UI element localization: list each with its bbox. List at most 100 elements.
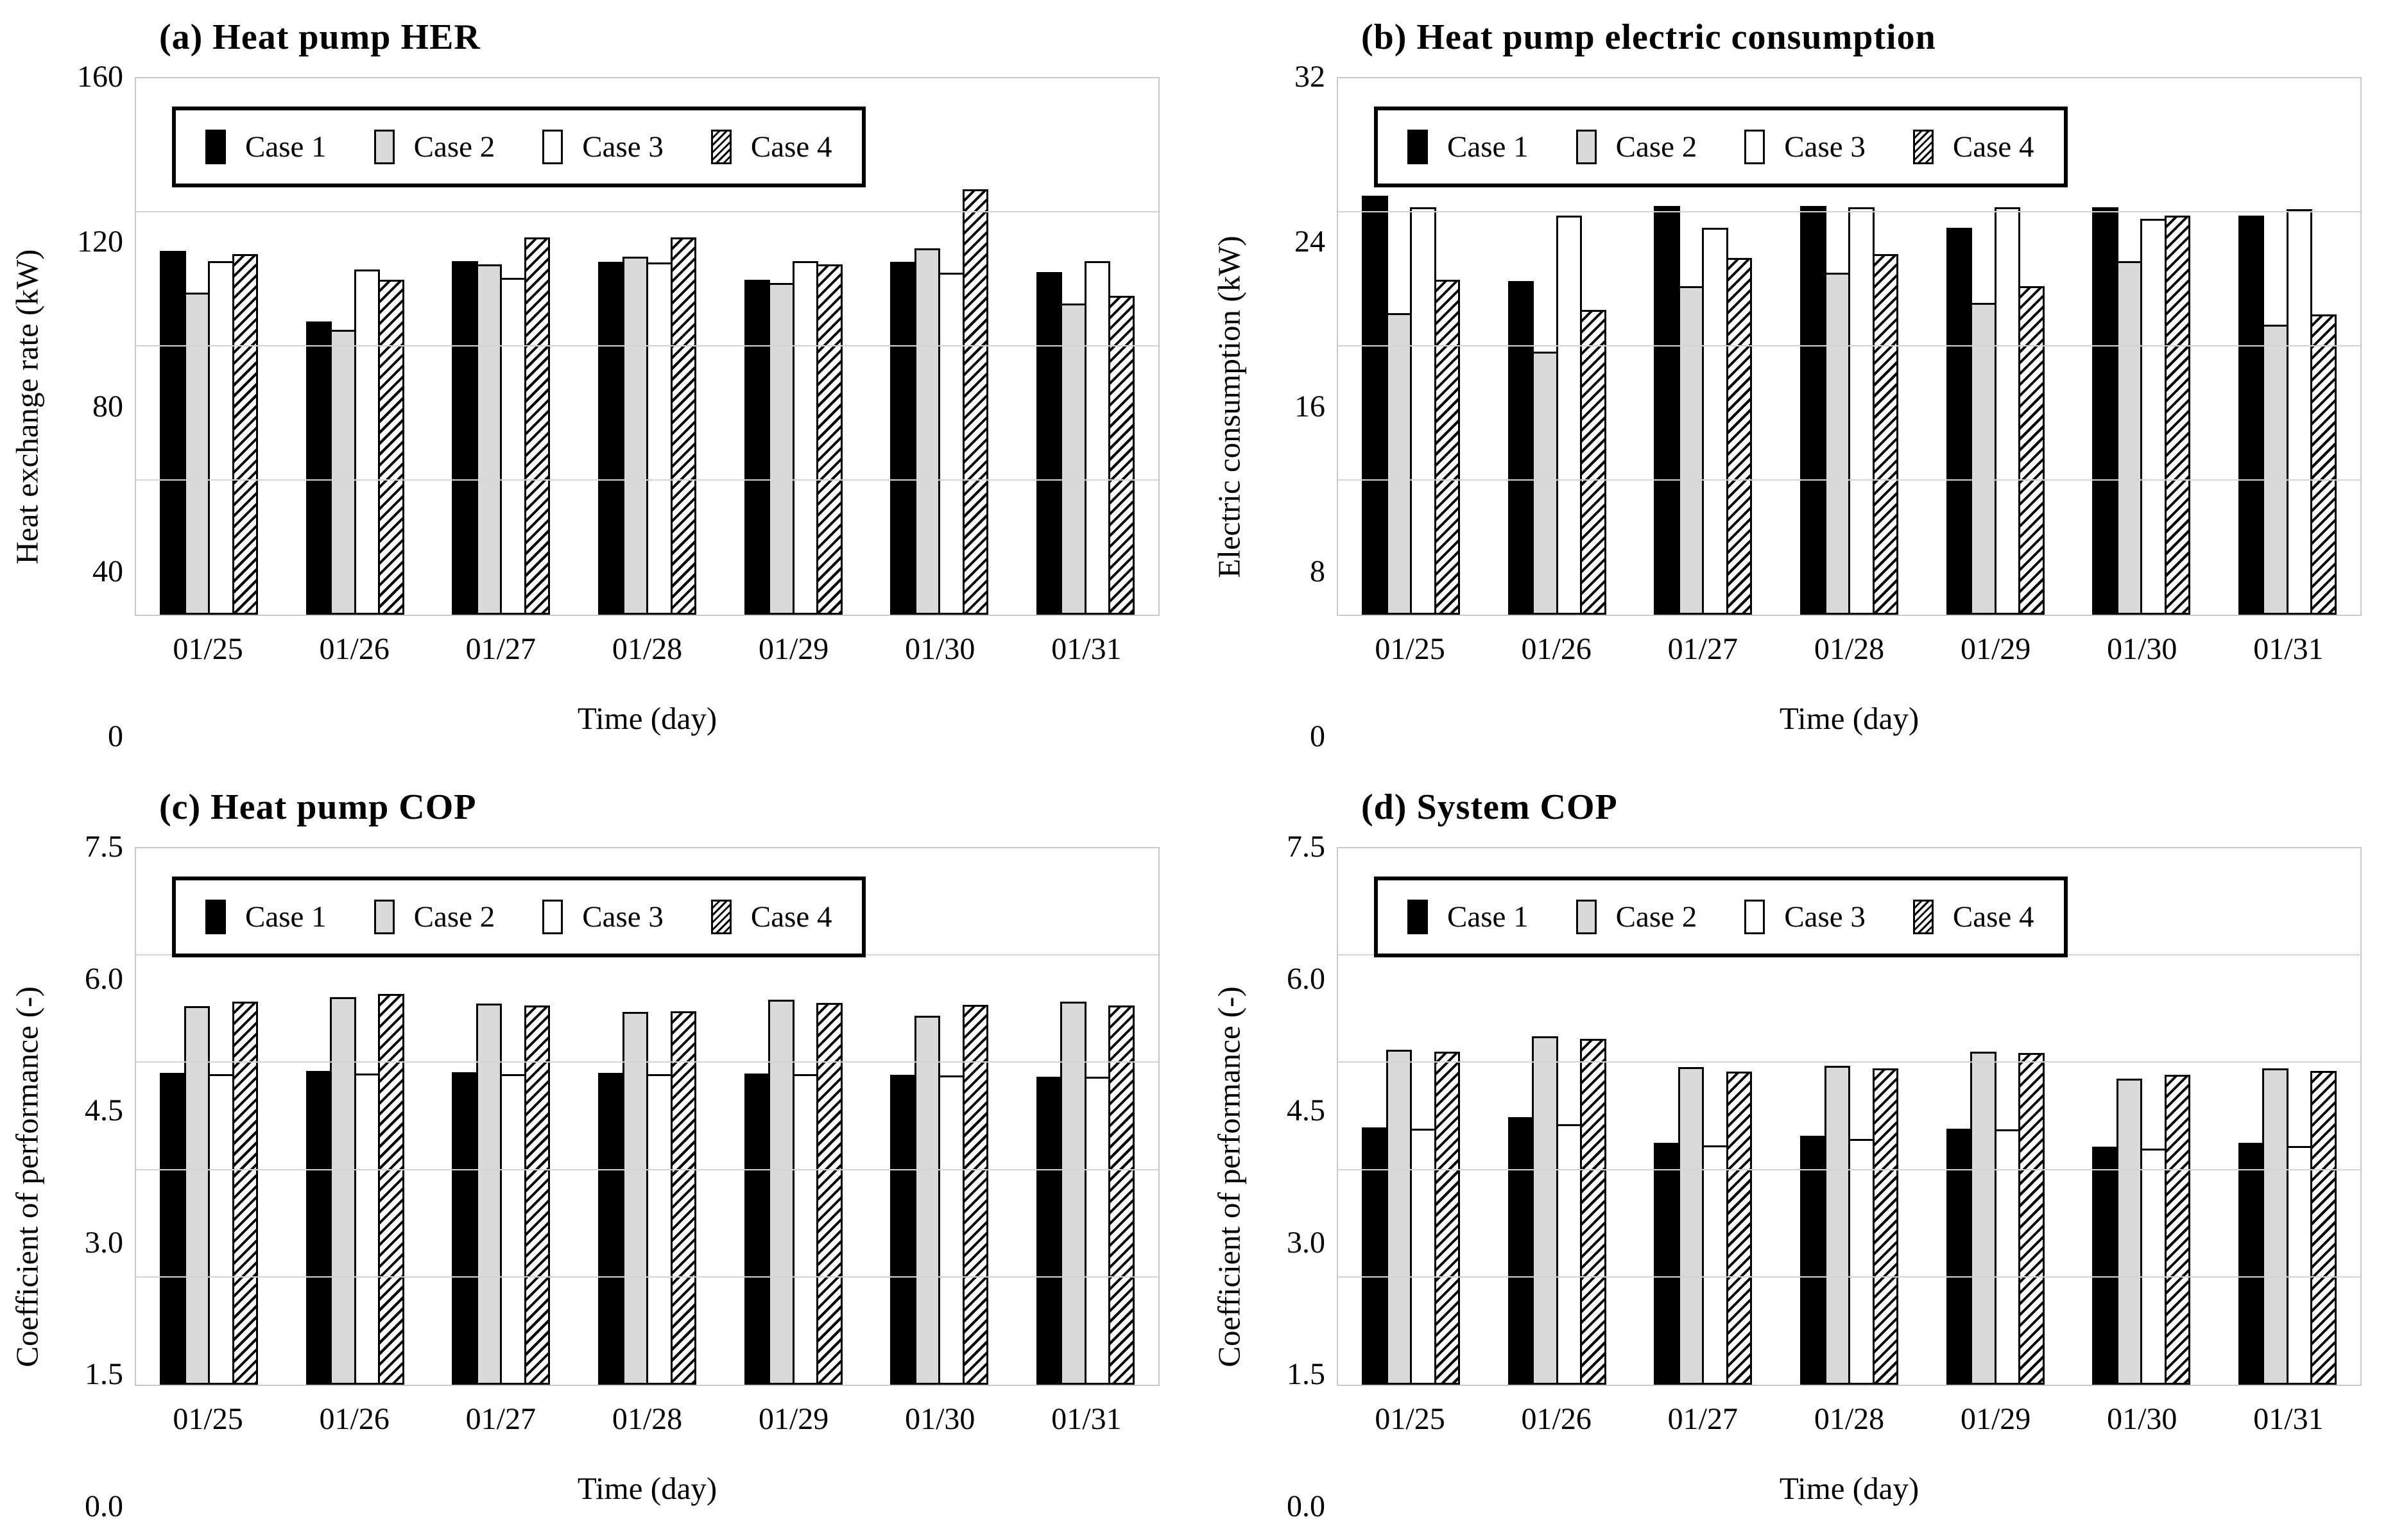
bar-group-01-28	[574, 78, 721, 615]
bar-case2	[1970, 303, 1996, 615]
legend-swatch-case1	[205, 900, 226, 934]
bar-case3	[1702, 1145, 1728, 1385]
bar-case4	[1726, 257, 1753, 615]
bar-group-01-27	[1630, 848, 1776, 1385]
y-tick-label: 120	[77, 225, 123, 259]
bar-case3	[1556, 1124, 1583, 1385]
bar-case3	[2140, 219, 2167, 615]
bar-case1	[1507, 1117, 1534, 1385]
legend-label: Case 3	[582, 130, 664, 164]
legend: Case 1 Case 2 Case 3 Case 4	[172, 107, 866, 187]
x-tick-label: 01/29	[1960, 1402, 2031, 1436]
bar-case1	[1036, 272, 1063, 615]
x-tick-label: 01/30	[905, 632, 975, 666]
legend-item-case4: Case 4	[1912, 130, 2034, 164]
legend-item-case4: Case 4	[710, 130, 832, 164]
x-tick-label: 01/29	[758, 1402, 829, 1436]
x-tick-label: 01/29	[758, 632, 829, 666]
bar-case2	[2262, 325, 2288, 615]
bar-case1	[160, 251, 186, 615]
bar-case3	[354, 269, 381, 615]
legend-label: Case 2	[1615, 130, 1697, 164]
bar-case3	[1556, 216, 1583, 615]
bar-case4	[1580, 309, 1606, 615]
legend-swatch-case3	[542, 130, 563, 164]
y-axis-title: Heat exchange rate (kW)	[9, 249, 45, 565]
bar-case4	[1108, 296, 1135, 615]
bar-group-01-31	[1012, 78, 1158, 615]
bar-case4	[2310, 314, 2337, 615]
bar-case2	[1386, 1050, 1412, 1385]
bar-group-01-27	[428, 78, 574, 615]
x-tick-label: 01/25	[173, 1402, 243, 1436]
bar-case3	[1410, 1128, 1436, 1385]
y-tick-label: 7.5	[85, 830, 123, 864]
bar-case2	[184, 293, 210, 615]
x-axis-title: Time (day)	[1779, 701, 1919, 736]
bars-layer	[1338, 848, 2360, 1385]
legend-item-case4: Case 4	[1912, 900, 2034, 934]
y-tick-label: 4.5	[85, 1093, 123, 1128]
gridline	[136, 1168, 1158, 1170]
bar-case3	[500, 1074, 526, 1385]
bar-case3	[2286, 1145, 2313, 1385]
legend-swatch-case4	[1912, 130, 1934, 164]
legend-label: Case 2	[1615, 900, 1697, 934]
legend-swatch-case3	[542, 900, 563, 934]
bar-case4	[816, 264, 843, 615]
bar-case3	[208, 261, 234, 615]
legend-label: Case 1	[1447, 130, 1529, 164]
gridline	[1338, 211, 2360, 212]
legend-swatch-case2	[373, 130, 395, 164]
y-tick-label: 0	[1310, 719, 1325, 753]
bar-case4	[816, 1002, 843, 1385]
bar-case2	[768, 282, 794, 615]
bar-group-01-31	[2214, 848, 2360, 1385]
bar-group-01-29	[720, 78, 866, 615]
y-tick-label: 24	[1294, 225, 1325, 259]
legend-swatch-case4	[1912, 900, 1934, 934]
bar-case2	[2262, 1068, 2288, 1385]
bar-group-01-29	[720, 848, 866, 1385]
bar-case1	[2238, 216, 2265, 615]
bar-case1	[1507, 281, 1534, 615]
bar-case2	[184, 1006, 210, 1385]
legend-label: Case 3	[582, 900, 664, 934]
plot-area: Case 1 Case 2 Case 3 Case 4	[135, 847, 1160, 1386]
x-tick-label: 01/27	[465, 1402, 537, 1436]
bar-case2	[622, 256, 649, 615]
y-tick-label: 0.0	[1287, 1489, 1325, 1523]
y-ticks: 0.0 1.5 3.0 4.5 6.0 7.5	[1256, 832, 1337, 1522]
bar-group-01-27	[428, 848, 574, 1385]
y-axis-title: Coefficient of performance (-)	[1211, 986, 1247, 1367]
bar-case2	[1060, 304, 1086, 615]
bar-group-01-30	[2068, 78, 2215, 615]
bar-case3	[1702, 227, 1728, 615]
bar-case2	[1532, 1036, 1558, 1385]
chart-d-system-cop: (d) System COP Coefficient of performanc…	[1202, 770, 2404, 1540]
bar-group-01-25	[1338, 78, 1484, 615]
legend-swatch-case2	[373, 900, 395, 934]
chart-main: Electric consumption (kW) 0 8 16 24 32 Case …	[1202, 62, 2404, 752]
legend-label: Case 1	[1447, 900, 1529, 934]
bar-case2	[1386, 312, 1412, 615]
chart-c-heat-pump-cop: (c) Heat pump COP Coefficient of perform…	[0, 770, 1202, 1540]
bar-case2	[914, 248, 941, 615]
bar-case2	[330, 997, 356, 1385]
bar-group-01-30	[866, 848, 1013, 1385]
legend-item-case1: Case 1	[1407, 900, 1529, 934]
bar-case4	[1726, 1071, 1753, 1385]
bar-group-01-26	[282, 78, 429, 615]
x-tick-labels: 01/25 01/26 01/27 01/28 01/29 01/30 01/31	[1337, 1401, 2362, 1437]
chart-b-electric-consumption: (b) Heat pump electric consumption Elect…	[1202, 0, 2404, 770]
bar-group-01-25	[1338, 848, 1484, 1385]
x-tick-label: 01/28	[612, 632, 683, 666]
plot-wrap: Case 1 Case 2 Case 3 Case 4 01/25 01/26 01/27…	[1337, 847, 2362, 1507]
bar-case1	[2092, 1146, 2118, 1385]
legend-swatch-case1	[1407, 900, 1428, 934]
bars-layer	[1338, 78, 2360, 615]
legend-item-case3: Case 3	[1744, 900, 1866, 934]
bar-case3	[938, 1075, 965, 1385]
bar-case4	[2164, 1075, 2191, 1385]
legend: Case 1 Case 2 Case 3 Case 4	[172, 877, 866, 957]
